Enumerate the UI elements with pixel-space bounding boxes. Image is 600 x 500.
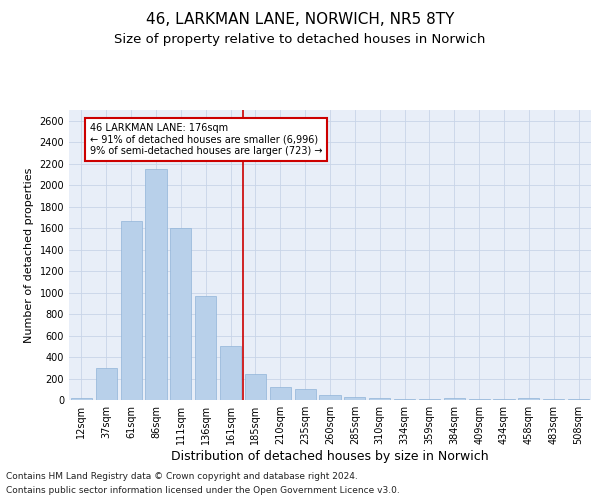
Y-axis label: Number of detached properties: Number of detached properties: [24, 168, 34, 342]
Bar: [170, 228, 191, 400]
Text: Contains public sector information licensed under the Open Government Licence v3: Contains public sector information licen…: [6, 486, 400, 495]
Bar: [394, 399, 415, 400]
Bar: [295, 390, 316, 400]
Bar: [195, 296, 216, 400]
Bar: [270, 387, 291, 400]
Bar: [344, 397, 365, 400]
Bar: [245, 374, 266, 400]
Bar: [369, 398, 390, 400]
Bar: [96, 368, 117, 400]
Bar: [220, 346, 241, 400]
Bar: [319, 394, 341, 400]
Bar: [145, 169, 167, 400]
Text: Size of property relative to detached houses in Norwich: Size of property relative to detached ho…: [115, 32, 485, 46]
Bar: [71, 398, 92, 400]
Text: 46 LARKMAN LANE: 176sqm
← 91% of detached houses are smaller (6,996)
9% of semi-: 46 LARKMAN LANE: 176sqm ← 91% of detache…: [90, 123, 323, 156]
Bar: [444, 398, 465, 400]
X-axis label: Distribution of detached houses by size in Norwich: Distribution of detached houses by size …: [171, 450, 489, 463]
Bar: [121, 220, 142, 400]
Text: 46, LARKMAN LANE, NORWICH, NR5 8TY: 46, LARKMAN LANE, NORWICH, NR5 8TY: [146, 12, 454, 28]
Bar: [518, 398, 539, 400]
Text: Contains HM Land Registry data © Crown copyright and database right 2024.: Contains HM Land Registry data © Crown c…: [6, 472, 358, 481]
